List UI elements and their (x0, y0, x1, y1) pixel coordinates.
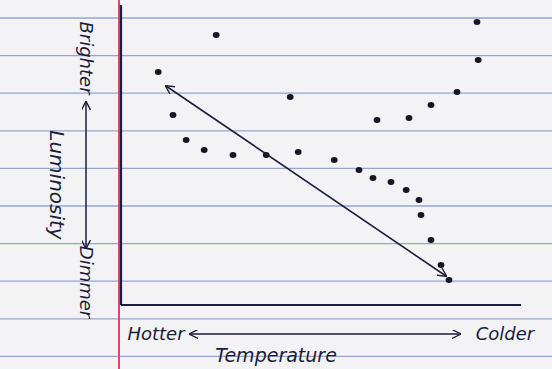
points (155, 19, 482, 283)
label: Temperature (215, 344, 337, 366)
star-point (406, 115, 413, 121)
star-point (428, 102, 435, 108)
star-point (416, 197, 423, 203)
label: Colder (476, 323, 536, 344)
y-axis (120, 5, 122, 305)
star-point (438, 262, 445, 268)
sequence-arrow (166, 86, 446, 276)
star-point (403, 187, 410, 193)
star-point (201, 147, 208, 153)
star-point (213, 32, 220, 38)
star-point (388, 179, 395, 185)
star-point (374, 117, 381, 123)
ruled-line (0, 205, 552, 206)
star-point (230, 152, 237, 158)
label: Brighter (76, 21, 97, 96)
star-point (155, 69, 162, 75)
ruled-line (0, 243, 552, 244)
x-axis (121, 304, 521, 306)
ruled-line (0, 168, 552, 169)
star-point (295, 149, 302, 155)
chart-root: Brighter Luminosity Dimmer Hotter Colder Temp… (0, 0, 552, 369)
star-point (170, 112, 177, 118)
paper (0, 0, 552, 369)
star-point (287, 94, 294, 100)
star-point (370, 175, 377, 181)
star-point (454, 89, 461, 95)
star-point (475, 57, 482, 63)
star-point (428, 237, 435, 243)
label: Dimmer (76, 246, 97, 320)
star-point (446, 277, 453, 283)
temperature-arrow (190, 333, 460, 335)
ruled-line (0, 130, 552, 131)
luminosity-arrow (85, 102, 87, 248)
star-point (331, 157, 338, 163)
label: Luminosity (45, 130, 69, 241)
label: Hotter (127, 323, 186, 344)
ruled-line (0, 318, 552, 319)
star-point (474, 19, 481, 25)
star-point (356, 167, 363, 173)
margin-line (118, 0, 120, 369)
chart: Brighter Luminosity Dimmer Hotter Colder Temp… (0, 0, 552, 369)
ruled-line (0, 17, 552, 18)
star-point (183, 137, 190, 143)
star-point (418, 212, 425, 218)
